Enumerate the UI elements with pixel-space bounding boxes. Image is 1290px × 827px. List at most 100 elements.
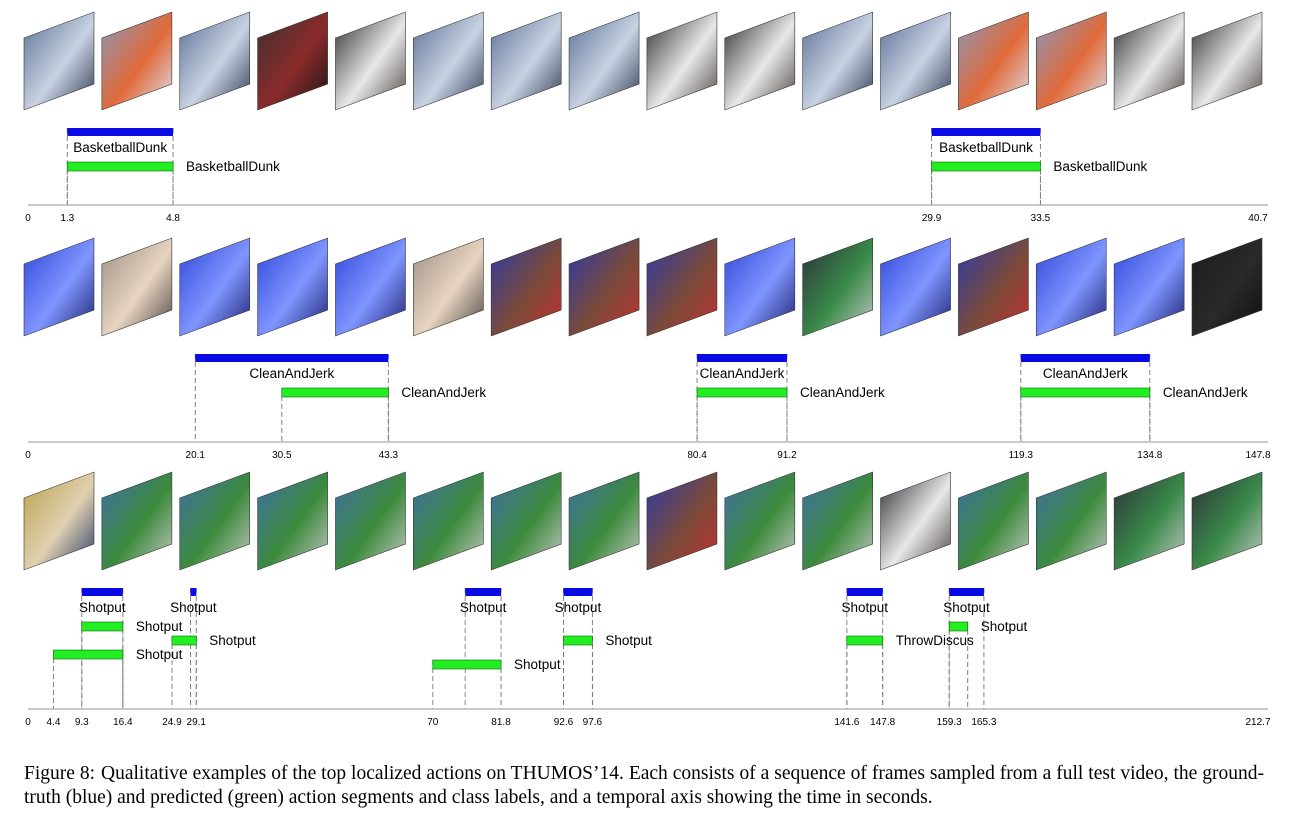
ground-truth-segment bbox=[1020, 354, 1150, 362]
predicted-segment bbox=[171, 635, 197, 646]
caption-label: Figure 8: bbox=[24, 763, 96, 784]
time-tick-label: 20.1 bbox=[186, 450, 206, 461]
video-frame-thumbnail bbox=[23, 11, 95, 111]
video-frame-thumbnail bbox=[646, 471, 718, 571]
predicted-segment bbox=[81, 621, 124, 632]
video-frame-thumbnail bbox=[646, 11, 718, 111]
ground-truth-segment bbox=[190, 588, 197, 596]
video-frame-thumbnail bbox=[23, 237, 95, 337]
time-tick-label: 4.8 bbox=[166, 213, 180, 224]
video-frame-thumbnail bbox=[1191, 237, 1263, 337]
video-frame-thumbnail bbox=[724, 237, 796, 337]
time-tick-label: 29.9 bbox=[922, 213, 942, 224]
predicted-label: BasketballDunk bbox=[186, 159, 280, 174]
predicted-label: CleanAndJerk bbox=[800, 385, 885, 400]
time-tick-label: 29.1 bbox=[187, 717, 207, 728]
predicted-segment bbox=[696, 387, 788, 398]
ground-truth-segment bbox=[949, 588, 984, 596]
video-frame-thumbnail bbox=[413, 471, 484, 571]
predicted-segment bbox=[563, 635, 593, 646]
time-tick-label: 0 bbox=[25, 213, 31, 224]
time-tick-label: 9.3 bbox=[75, 717, 89, 728]
video-frame-thumbnail bbox=[179, 11, 251, 111]
video-frame-thumbnail bbox=[958, 471, 1029, 571]
predicted-label: Shotput bbox=[605, 633, 652, 648]
ground-truth-label: BasketballDunk bbox=[73, 140, 167, 155]
ground-truth-label: CleanAndJerk bbox=[249, 366, 334, 381]
time-tick-label: 1.3 bbox=[60, 213, 74, 224]
time-tick-label: 81.8 bbox=[491, 717, 511, 728]
timeline-panel-2: CleanAndJerk CleanAndJerk CleanAndJerk Clea… bbox=[23, 237, 1271, 461]
time-tick-label: 165.3 bbox=[971, 717, 996, 728]
ground-truth-segment bbox=[195, 354, 389, 362]
video-frame-thumbnail bbox=[880, 471, 951, 571]
predicted-segment bbox=[948, 621, 969, 632]
predicted-label: Shotput bbox=[136, 619, 183, 634]
caption-text: Qualitative examples of the top localize… bbox=[24, 763, 1264, 808]
ground-truth-label: Shotput bbox=[79, 600, 126, 615]
video-frame-thumbnail bbox=[1113, 11, 1185, 111]
video-frame-thumbnail bbox=[958, 237, 1029, 337]
video-frame-thumbnail bbox=[257, 11, 328, 111]
ground-truth-label: Shotput bbox=[555, 600, 602, 615]
ground-truth-segment bbox=[563, 588, 593, 596]
predicted-label: ThrowDiscus bbox=[896, 633, 974, 648]
video-frame-thumbnail bbox=[179, 237, 251, 337]
video-frame-thumbnail bbox=[490, 471, 562, 571]
video-frame-thumbnail bbox=[490, 11, 562, 111]
time-tick-label: 97.6 bbox=[583, 717, 603, 728]
ground-truth-segment bbox=[81, 588, 123, 596]
time-tick-label: 33.5 bbox=[1031, 213, 1051, 224]
ground-truth-label: Shotput bbox=[170, 600, 217, 615]
video-frame-thumbnail bbox=[101, 237, 173, 337]
video-frame-thumbnail bbox=[1113, 471, 1185, 571]
time-tick-label: 0 bbox=[25, 717, 31, 728]
video-frame-thumbnail bbox=[1035, 11, 1107, 111]
ground-truth-segment bbox=[67, 128, 174, 136]
video-frame-thumbnail bbox=[335, 11, 406, 111]
video-frame-thumbnail bbox=[335, 471, 406, 571]
predicted-segment bbox=[281, 387, 389, 398]
time-tick-label: 119.3 bbox=[1009, 450, 1034, 461]
time-tick-label: 91.2 bbox=[777, 450, 797, 461]
video-frame-thumbnail bbox=[101, 471, 173, 571]
predicted-label: CleanAndJerk bbox=[401, 385, 486, 400]
video-frame-thumbnail bbox=[568, 11, 640, 111]
video-frame-thumbnail bbox=[880, 11, 951, 111]
ground-truth-label: Shotput bbox=[943, 600, 990, 615]
video-frame-thumbnail bbox=[1035, 237, 1107, 337]
video-frame-thumbnail bbox=[257, 471, 328, 571]
ground-truth-segment bbox=[931, 128, 1041, 136]
time-tick-label: 16.4 bbox=[113, 717, 133, 728]
video-frame-thumbnail bbox=[724, 11, 796, 111]
ground-truth-label: CleanAndJerk bbox=[1043, 366, 1128, 381]
timeline-panel-3: Shotput Shotput Shotput Shotput Shotput Shotp… bbox=[23, 471, 1271, 728]
predicted-segment bbox=[53, 649, 124, 660]
time-tick-label: 40.7 bbox=[1248, 213, 1268, 224]
video-frame-thumbnail bbox=[802, 237, 873, 337]
predicted-segment bbox=[1020, 387, 1151, 398]
time-tick-label: 24.9 bbox=[162, 717, 182, 728]
video-frame-thumbnail bbox=[880, 237, 951, 337]
predicted-segment bbox=[846, 635, 883, 646]
video-frame-thumbnail bbox=[1113, 237, 1185, 337]
figure-caption: Figure 8: Qualitative examples of the top… bbox=[24, 762, 1264, 810]
predicted-segment bbox=[432, 659, 502, 670]
time-tick-label: 80.4 bbox=[687, 450, 707, 461]
video-frame-thumbnail bbox=[101, 11, 173, 111]
predicted-segment bbox=[66, 161, 174, 172]
predicted-segment bbox=[931, 161, 1041, 172]
time-tick-label: 43.3 bbox=[379, 450, 399, 461]
ground-truth-segment bbox=[846, 588, 883, 596]
video-frame-thumbnail bbox=[724, 471, 796, 571]
video-frame-thumbnail bbox=[257, 237, 328, 337]
time-tick-label: 30.5 bbox=[272, 450, 292, 461]
predicted-label: CleanAndJerk bbox=[1163, 385, 1248, 400]
ground-truth-segment bbox=[697, 354, 787, 362]
ground-truth-segment bbox=[465, 588, 502, 596]
time-tick-label: 0 bbox=[25, 450, 31, 461]
predicted-label: Shotput bbox=[981, 619, 1028, 634]
time-tick-label: 159.3 bbox=[937, 717, 962, 728]
time-tick-label: 147.8 bbox=[870, 717, 895, 728]
time-tick-label: 212.7 bbox=[1245, 717, 1270, 728]
